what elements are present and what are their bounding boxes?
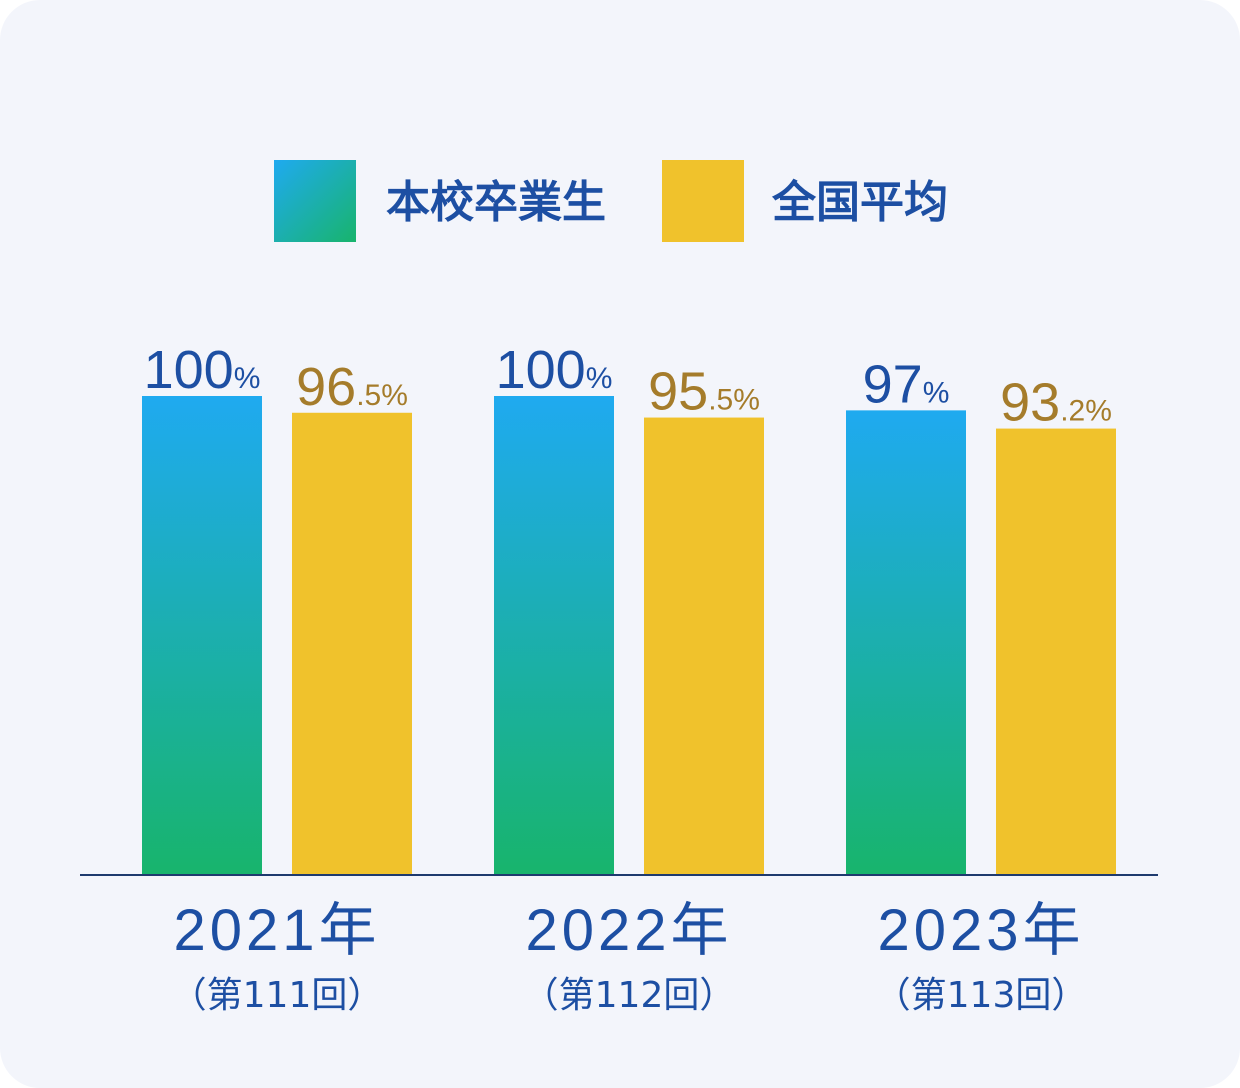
x-tick-label-2: 2022年 [525, 898, 732, 963]
bar-national-3 [996, 428, 1116, 875]
legend-swatch-national [662, 160, 744, 242]
x-tick-sublabel-1: （第111回） [171, 975, 384, 1016]
legend-label-national: 全国平均 [771, 177, 948, 228]
legend: 本校卒業生 全国平均 [274, 160, 948, 242]
value-label-national-1: 96.5% [296, 357, 408, 417]
x-tick-sublabel-3: （第113回） [875, 975, 1088, 1016]
bar-school-3 [846, 410, 966, 875]
value-label-school-1: 100% [144, 340, 261, 400]
x-tick-label-3: 2023年 [877, 898, 1084, 963]
value-label-national-3: 93.2% [1000, 373, 1112, 433]
bar-school-2 [494, 396, 614, 875]
value-label-school-3: 97% [863, 354, 950, 414]
value-label-school-2: 100% [496, 340, 613, 400]
bar-school-1 [142, 396, 262, 875]
x-tick-sublabel-2: （第112回） [523, 975, 736, 1016]
value-label-national-2: 95.5% [648, 362, 760, 422]
x-tick-label-1: 2021年 [173, 898, 380, 963]
bar-national-2 [644, 417, 764, 875]
legend-label-school: 本校卒業生 [386, 177, 606, 228]
bar-national-1 [292, 412, 412, 875]
legend-swatch-school [274, 160, 356, 242]
